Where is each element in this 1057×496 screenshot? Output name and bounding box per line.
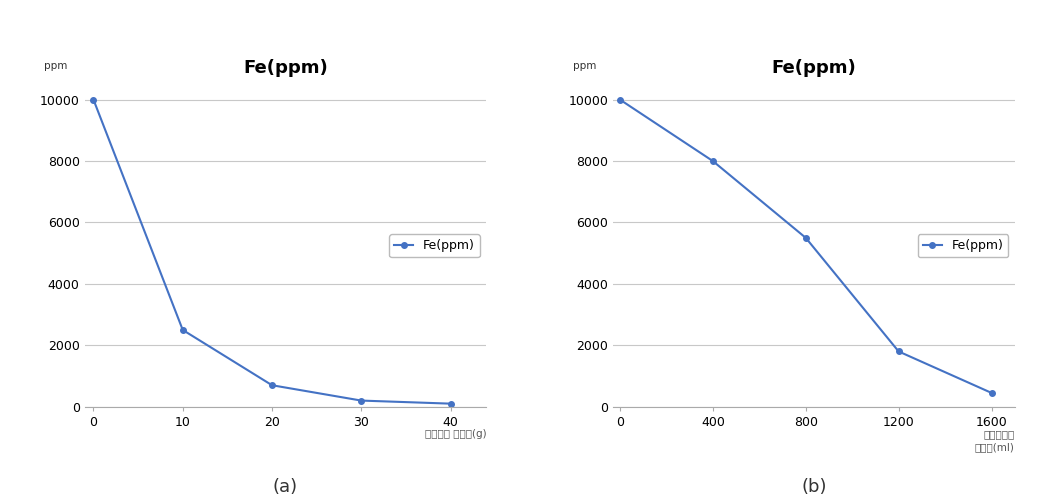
Title: Fe(ppm): Fe(ppm) [243, 59, 328, 77]
Fe(ppm) [985, 390, 998, 396]
Text: 탄산니켈 투입량(g): 탄산니켈 투입량(g) [425, 430, 486, 439]
Text: ppm: ppm [573, 62, 596, 71]
Fe(ppm) [892, 349, 905, 355]
Text: 과산화수소
투입량(ml): 과산화수소 투입량(ml) [975, 430, 1015, 452]
Fe(ppm) [265, 382, 278, 388]
Fe(ppm) [614, 97, 627, 103]
Line: Fe(ppm): Fe(ppm) [91, 97, 453, 406]
Legend: Fe(ppm): Fe(ppm) [389, 234, 480, 257]
Fe(ppm) [706, 158, 719, 164]
Text: (b): (b) [801, 478, 827, 496]
Fe(ppm) [87, 97, 99, 103]
Fe(ppm) [177, 327, 189, 333]
Text: ppm: ppm [44, 62, 68, 71]
Fe(ppm) [799, 235, 812, 241]
Fe(ppm) [355, 398, 368, 404]
Line: Fe(ppm): Fe(ppm) [617, 97, 995, 396]
Fe(ppm) [444, 401, 457, 407]
Text: (a): (a) [273, 478, 298, 496]
Title: Fe(ppm): Fe(ppm) [772, 59, 856, 77]
Legend: Fe(ppm): Fe(ppm) [917, 234, 1008, 257]
